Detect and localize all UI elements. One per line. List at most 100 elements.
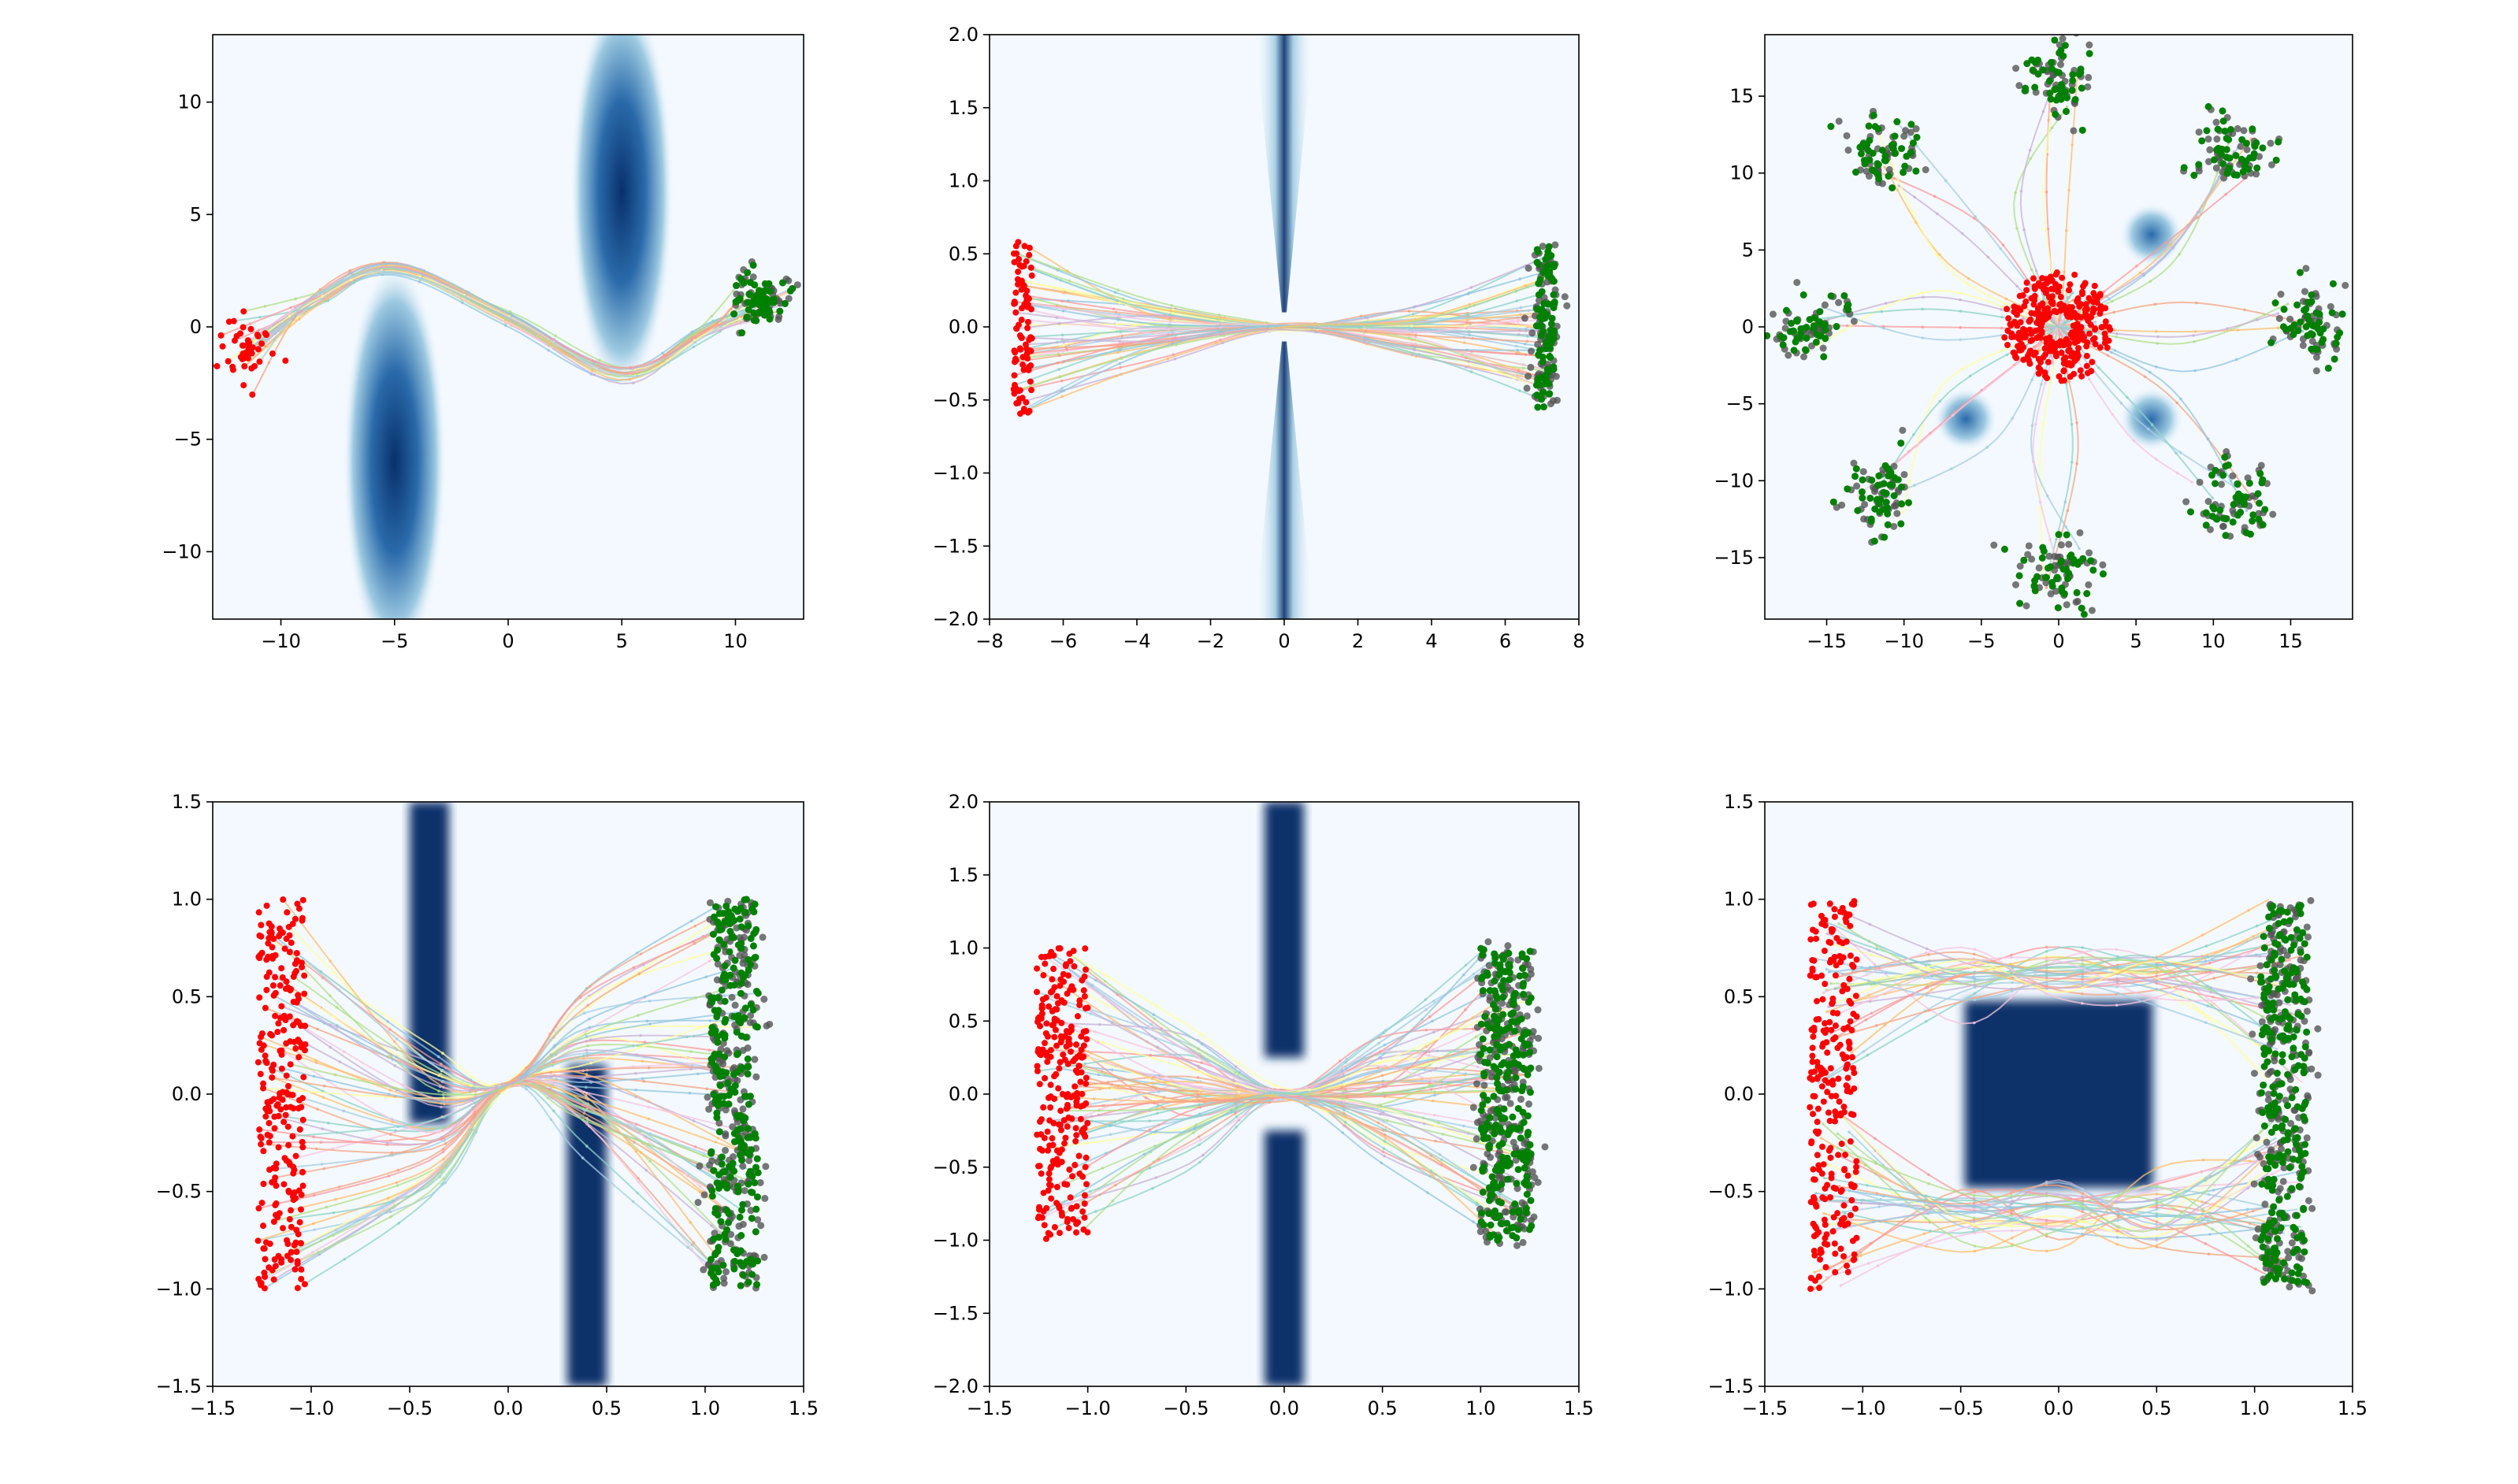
trajectory-point: [2196, 216, 2199, 220]
target-point: [2069, 71, 2077, 79]
trajectory-point: [394, 1129, 397, 1133]
reference-point: [757, 1222, 765, 1230]
target-point: [756, 308, 763, 316]
start-point: [1012, 309, 1019, 316]
trajectory-point: [2055, 537, 2058, 541]
trajectory-point: [632, 966, 636, 970]
trajectory-point: [2040, 383, 2043, 386]
target-point: [2089, 566, 2097, 574]
target-point: [770, 295, 778, 303]
trajectory-point: [1959, 310, 1963, 313]
target-point: [2234, 480, 2241, 488]
start-point: [2017, 306, 2024, 313]
target-point: [707, 1256, 715, 1263]
trajectory-point: [1173, 358, 1177, 361]
target-point: [1550, 365, 1558, 373]
trajectory-point: [552, 1049, 555, 1053]
trajectory-point: [1116, 351, 1120, 354]
trajectory-point: [2063, 270, 2066, 274]
trajectory-point: [321, 1089, 325, 1093]
start-point: [286, 948, 293, 955]
start-point: [2023, 287, 2030, 294]
trajectory-point: [312, 1074, 316, 1078]
trajectory-point: [2034, 269, 2038, 273]
trajectory-point: [2215, 171, 2219, 174]
trajectory-point: [335, 1028, 338, 1031]
trajectory-point: [322, 1167, 326, 1171]
target-point: [2210, 156, 2218, 164]
start-point: [2090, 299, 2097, 306]
reference-point: [2022, 602, 2030, 610]
trajectory-point: [1377, 1081, 1380, 1085]
target-point: [1550, 291, 1558, 299]
y-tick-label: 0.0: [172, 1083, 202, 1105]
trajectory-point: [585, 1052, 589, 1055]
x-tick-label: 6: [1499, 630, 1511, 652]
target-point: [1861, 160, 1869, 168]
start-point: [2032, 327, 2039, 334]
trajectory-point: [704, 975, 708, 979]
trajectory-54: [293, 1001, 717, 1092]
trajectory-point: [1089, 1012, 1093, 1015]
target-point: [1890, 492, 1898, 499]
trajectory-point: [2033, 423, 2037, 426]
target-point: [713, 1013, 721, 1021]
trajectory-41: [1023, 324, 1540, 413]
trajectory-point: [2113, 349, 2117, 352]
start-point: [256, 994, 263, 1001]
target-point: [2259, 521, 2267, 529]
trajectory-point: [589, 985, 592, 989]
trajectory-point: [634, 1071, 637, 1075]
target-point: [1882, 499, 1890, 506]
target-point: [2202, 509, 2210, 517]
target-point: [1884, 521, 1892, 529]
trajectory-point: [2038, 462, 2041, 465]
target-point: [1901, 162, 1909, 170]
reference-point: [2267, 139, 2275, 147]
target-point: [2219, 107, 2226, 115]
trajectory-point: [2245, 509, 2249, 512]
start-point: [2068, 309, 2075, 316]
start-point: [283, 935, 290, 942]
target-point: [745, 1063, 752, 1070]
chart-panel-top-center: −8 −6 −4 −2 0 2 4 6 8−2.0−1.5−1.0−0.50.00.51.01.…: [933, 24, 1585, 652]
reference-point: [2195, 167, 2203, 175]
start-point: [2062, 354, 2069, 361]
trajectory-point: [2110, 351, 2113, 354]
trajectory-point: [2070, 461, 2074, 464]
trajectory-point: [422, 269, 425, 273]
target-point: [1786, 328, 1794, 336]
trajectory-point: [1120, 343, 1123, 347]
trajectory-point: [631, 1200, 635, 1204]
reference-point: [1885, 165, 1893, 173]
start-point: [225, 318, 232, 325]
x-tick-label: −1.5: [190, 1397, 236, 1419]
start-point: [2041, 286, 2048, 293]
target-point: [1912, 167, 1920, 175]
target-point: [742, 1033, 750, 1041]
trajectory-point: [382, 261, 385, 264]
trajectory-point: [525, 1087, 528, 1091]
trajectory-point: [1215, 325, 1219, 328]
trajectory-point: [581, 1103, 585, 1107]
start-point: [298, 1266, 305, 1273]
trajectory-point: [314, 1061, 318, 1064]
target-point: [726, 927, 734, 935]
target-point: [2253, 164, 2261, 172]
trajectory-point: [1516, 325, 1520, 328]
target-point: [2254, 490, 2262, 498]
trajectory-point: [2000, 349, 2004, 352]
trajectory-point: [1342, 1074, 1346, 1078]
start-point: [284, 1123, 292, 1130]
trajectory-point: [648, 1022, 652, 1026]
trajectory-point: [2052, 321, 2055, 324]
target-point: [1817, 332, 1825, 339]
target-point: [2065, 569, 2073, 577]
trajectory-point: [1413, 346, 1417, 349]
target-point: [1881, 533, 1889, 541]
start-point: [240, 324, 247, 331]
target-points: [730, 262, 797, 337]
target-point: [710, 1167, 718, 1174]
start-point: [237, 330, 244, 337]
trajectory-point: [1119, 365, 1122, 369]
